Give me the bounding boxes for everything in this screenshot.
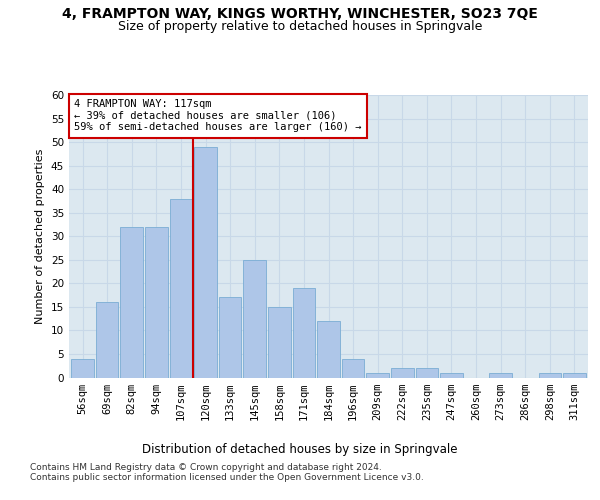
Text: Contains HM Land Registry data © Crown copyright and database right 2024.
Contai: Contains HM Land Registry data © Crown c… bbox=[30, 462, 424, 482]
Text: 4, FRAMPTON WAY, KINGS WORTHY, WINCHESTER, SO23 7QE: 4, FRAMPTON WAY, KINGS WORTHY, WINCHESTE… bbox=[62, 8, 538, 22]
Bar bbox=[121, 227, 143, 378]
Bar bbox=[293, 288, 315, 378]
Bar bbox=[96, 302, 118, 378]
Text: 4 FRAMPTON WAY: 117sqm
← 39% of detached houses are smaller (106)
59% of semi-de: 4 FRAMPTON WAY: 117sqm ← 39% of detached… bbox=[74, 99, 362, 132]
Y-axis label: Number of detached properties: Number of detached properties bbox=[35, 148, 46, 324]
Text: Distribution of detached houses by size in Springvale: Distribution of detached houses by size … bbox=[142, 442, 458, 456]
Bar bbox=[563, 373, 586, 378]
Text: Size of property relative to detached houses in Springvale: Size of property relative to detached ho… bbox=[118, 20, 482, 33]
Bar bbox=[244, 260, 266, 378]
Bar bbox=[71, 358, 94, 378]
Bar bbox=[367, 373, 389, 378]
Bar bbox=[145, 227, 167, 378]
Bar bbox=[440, 373, 463, 378]
Bar bbox=[391, 368, 413, 378]
Bar bbox=[170, 198, 192, 378]
Bar bbox=[268, 307, 290, 378]
Bar bbox=[342, 358, 364, 378]
Bar bbox=[490, 373, 512, 378]
Bar bbox=[317, 321, 340, 378]
Bar bbox=[416, 368, 438, 378]
Bar bbox=[219, 298, 241, 378]
Bar bbox=[194, 147, 217, 378]
Bar bbox=[539, 373, 561, 378]
